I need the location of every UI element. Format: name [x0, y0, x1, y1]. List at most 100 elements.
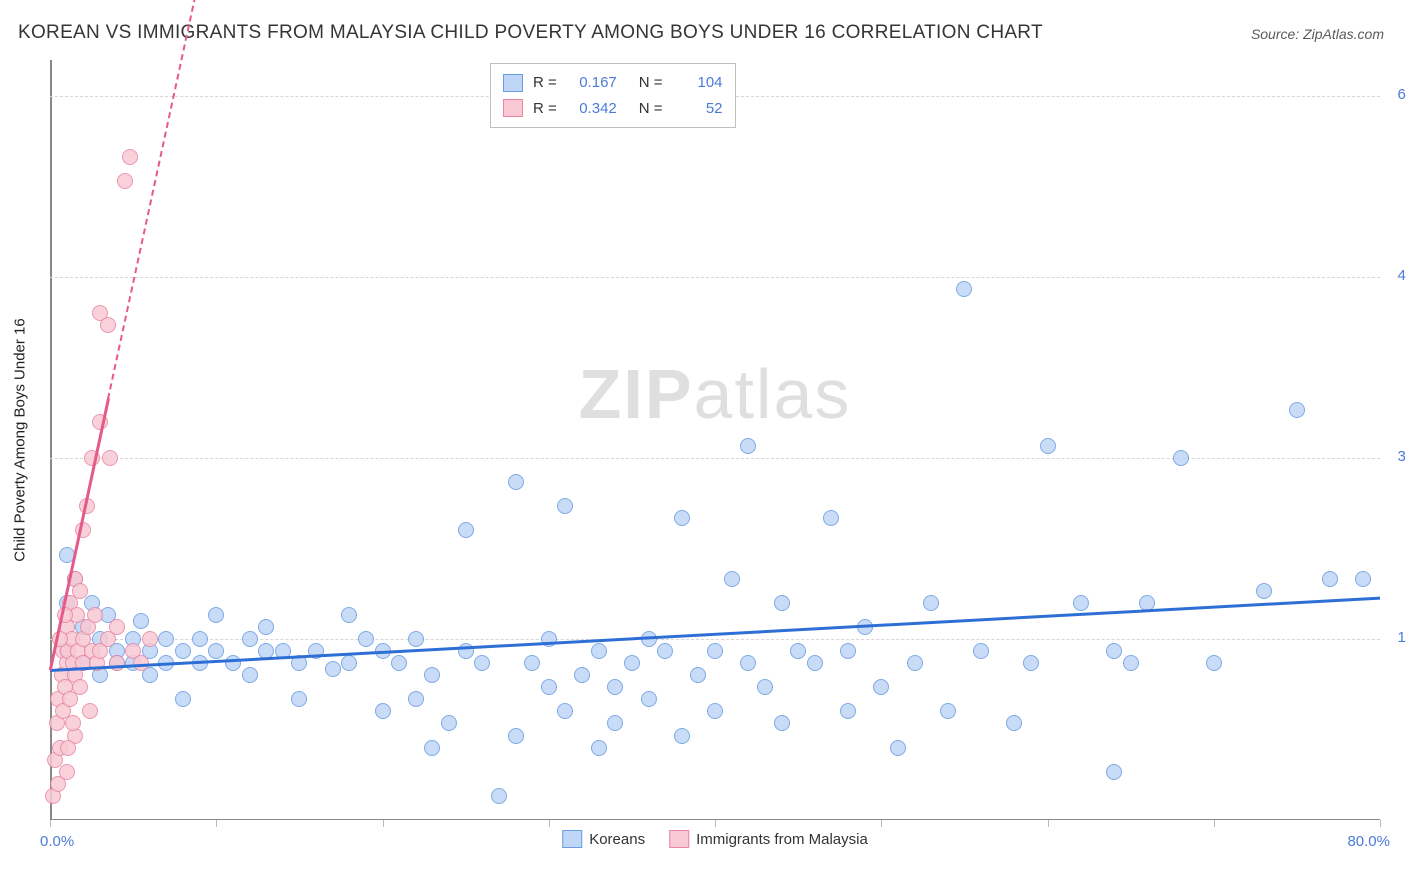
- data-point: [724, 571, 740, 587]
- series-swatch: [503, 74, 523, 92]
- chart-title: KOREAN VS IMMIGRANTS FROM MALAYSIA CHILD…: [18, 22, 1043, 44]
- x-axis-min-label: 0.0%: [40, 833, 74, 850]
- y-axis-label: Child Poverty Among Boys Under 16: [12, 318, 29, 561]
- y-tick-label: 45.0%: [1397, 267, 1406, 284]
- correlation-row: R = 0.167N = 104: [503, 70, 723, 96]
- data-point: [60, 740, 76, 756]
- gridline: [50, 277, 1380, 278]
- data-point: [790, 643, 806, 659]
- data-point: [117, 173, 133, 189]
- r-value: 0.342: [567, 96, 617, 122]
- data-point: [65, 715, 81, 731]
- data-point: [1256, 583, 1272, 599]
- plot-area: 15.0%30.0%45.0%60.0%: [50, 60, 1380, 820]
- data-point: [840, 703, 856, 719]
- data-point: [59, 764, 75, 780]
- data-point: [1355, 571, 1371, 587]
- data-point: [192, 631, 208, 647]
- data-point: [956, 281, 972, 297]
- x-tick: [216, 820, 217, 827]
- data-point: [82, 703, 98, 719]
- data-point: [591, 740, 607, 756]
- x-tick: [715, 820, 716, 827]
- data-point: [657, 643, 673, 659]
- series-swatch: [669, 830, 689, 848]
- data-point: [524, 655, 540, 671]
- data-point: [102, 450, 118, 466]
- data-point: [624, 655, 640, 671]
- data-point: [225, 655, 241, 671]
- data-point: [72, 679, 88, 695]
- data-point: [1173, 450, 1189, 466]
- y-tick-label: 30.0%: [1397, 448, 1406, 465]
- data-point: [740, 438, 756, 454]
- source-caption: Source: ZipAtlas.com: [1251, 26, 1384, 42]
- data-point: [424, 667, 440, 683]
- data-point: [774, 715, 790, 731]
- r-value: 0.167: [567, 70, 617, 96]
- series-swatch: [503, 99, 523, 117]
- y-tick-label: 15.0%: [1397, 629, 1406, 646]
- data-point: [291, 691, 307, 707]
- data-point: [341, 655, 357, 671]
- data-point: [823, 510, 839, 526]
- data-point: [175, 691, 191, 707]
- data-point: [707, 643, 723, 659]
- data-point: [873, 679, 889, 695]
- data-point: [940, 703, 956, 719]
- data-point: [607, 715, 623, 731]
- data-point: [557, 703, 573, 719]
- legend-label: Immigrants from Malaysia: [696, 831, 868, 848]
- data-point: [1006, 715, 1022, 731]
- series-legend: Koreans Immigrants from Malaysia: [562, 830, 868, 848]
- x-tick: [549, 820, 550, 827]
- n-value: 104: [673, 70, 723, 96]
- data-point: [242, 667, 258, 683]
- legend-item: Koreans: [562, 830, 645, 848]
- data-point: [175, 643, 191, 659]
- data-point: [1123, 655, 1139, 671]
- data-point: [408, 691, 424, 707]
- data-point: [109, 619, 125, 635]
- data-point: [242, 631, 258, 647]
- data-point: [907, 655, 923, 671]
- data-point: [1040, 438, 1056, 454]
- legend-label: Koreans: [589, 831, 645, 848]
- data-point: [375, 703, 391, 719]
- x-tick: [1214, 820, 1215, 827]
- data-point: [391, 655, 407, 671]
- data-point: [1106, 764, 1122, 780]
- data-point: [491, 788, 507, 804]
- data-point: [122, 149, 138, 165]
- data-point: [325, 661, 341, 677]
- correlation-row: R = 0.342N = 52: [503, 96, 723, 122]
- data-point: [1073, 595, 1089, 611]
- data-point: [142, 631, 158, 647]
- data-point: [541, 679, 557, 695]
- data-point: [133, 613, 149, 629]
- x-tick: [1380, 820, 1381, 827]
- data-point: [100, 317, 116, 333]
- data-point: [341, 607, 357, 623]
- data-point: [707, 703, 723, 719]
- y-axis-line: [50, 60, 52, 820]
- data-point: [1206, 655, 1222, 671]
- data-point: [923, 595, 939, 611]
- data-point: [1106, 643, 1122, 659]
- r-label: R =: [533, 96, 557, 122]
- data-point: [557, 498, 573, 514]
- data-point: [424, 740, 440, 756]
- data-point: [72, 583, 88, 599]
- data-point: [674, 728, 690, 744]
- data-point: [641, 691, 657, 707]
- r-label: R =: [533, 70, 557, 96]
- n-label: N =: [639, 96, 663, 122]
- data-point: [474, 655, 490, 671]
- data-point: [1023, 655, 1039, 671]
- data-point: [208, 643, 224, 659]
- x-tick: [1048, 820, 1049, 827]
- data-point: [158, 631, 174, 647]
- data-point: [757, 679, 773, 695]
- data-point: [890, 740, 906, 756]
- data-point: [774, 595, 790, 611]
